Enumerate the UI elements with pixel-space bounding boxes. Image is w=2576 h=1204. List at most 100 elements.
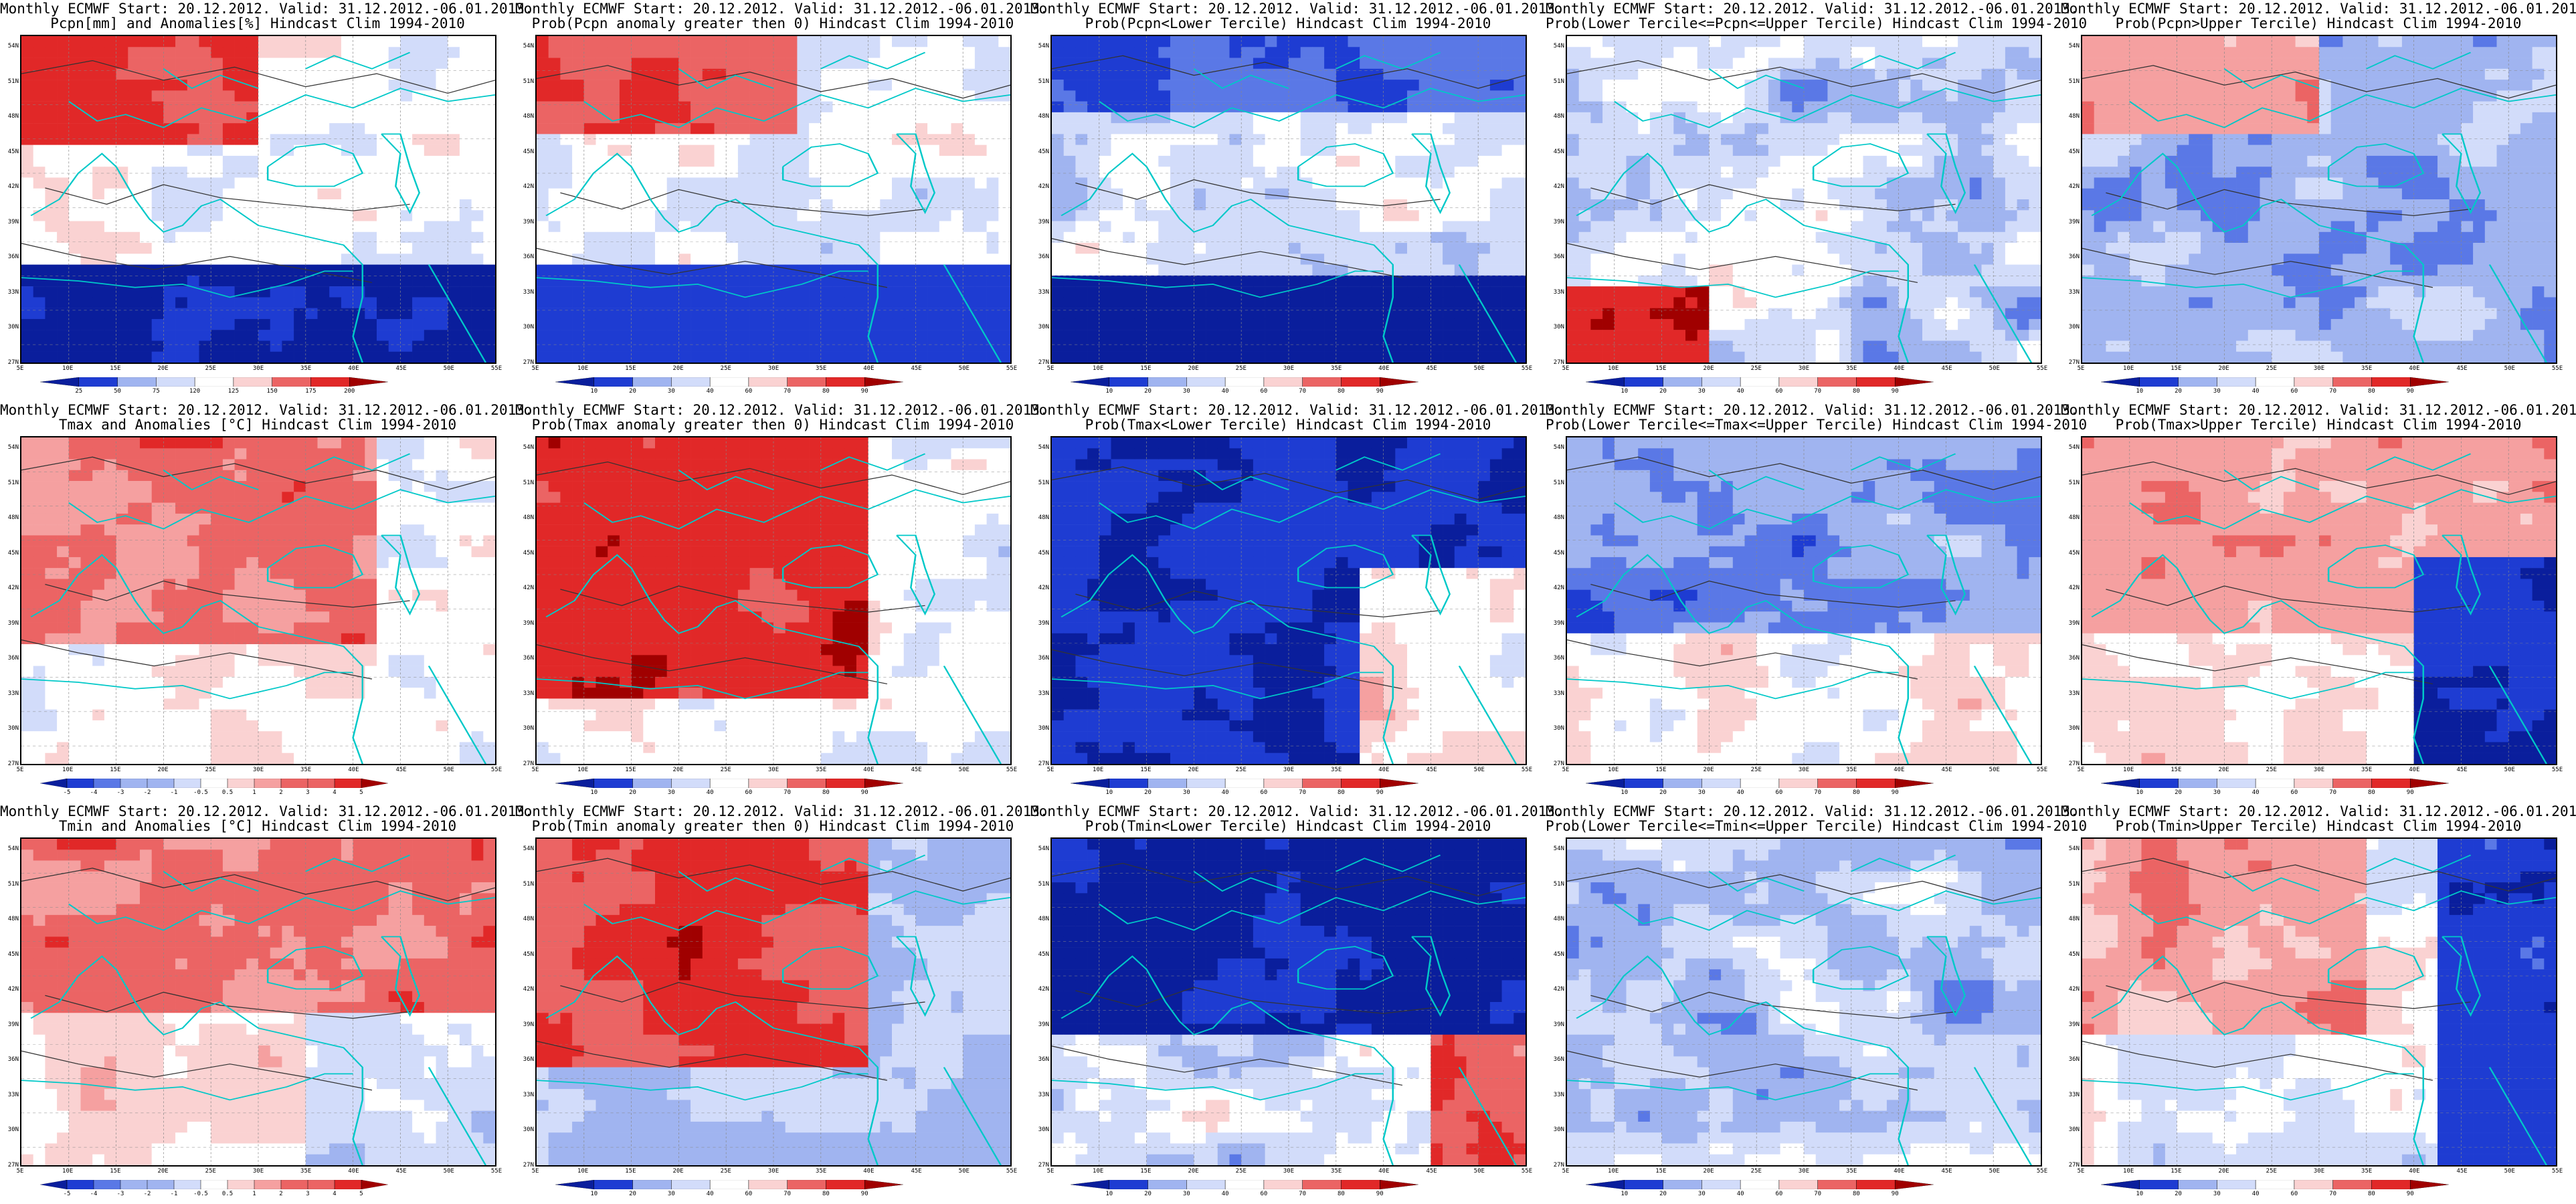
lon-tick-label: 50E bbox=[2504, 767, 2515, 773]
coastline bbox=[68, 489, 495, 530]
lat-tick-label: 45N bbox=[523, 148, 534, 155]
colorbar-swatch bbox=[1624, 1180, 1664, 1189]
lat-tick-label: 36N bbox=[7, 1056, 19, 1063]
colorbar-tick-label: 125 bbox=[227, 388, 239, 395]
lon-tick-label: 45E bbox=[2456, 365, 2468, 372]
colorbar-swatch bbox=[66, 779, 94, 788]
lat-tick-label: 39N bbox=[523, 1021, 534, 1028]
lon-tick-label: 40E bbox=[2409, 365, 2420, 372]
lon-tick-label: 50E bbox=[443, 767, 454, 773]
colorbar-swatch bbox=[2332, 1180, 2372, 1189]
coastline bbox=[1297, 946, 1394, 990]
lon-tick-label: 50E bbox=[1473, 365, 1485, 372]
lon-tick-label: 45E bbox=[1426, 1168, 1437, 1175]
colorbar-swatch bbox=[2371, 377, 2411, 387]
coastline bbox=[583, 88, 1010, 128]
colorbar-tick-label: 75 bbox=[152, 388, 160, 395]
lat-tick-label: 51N bbox=[523, 78, 534, 85]
colorbar-tick-label: 10 bbox=[2136, 1191, 2144, 1197]
colorbar-tick-label: 40 bbox=[706, 789, 714, 796]
contour-line bbox=[1052, 649, 1403, 690]
colorbar-tick-label: 80 bbox=[1338, 388, 1345, 395]
colorbar-swatch bbox=[826, 1180, 865, 1189]
panel-title-line2: Prob(Pcpn anomaly greater then 0) Hindca… bbox=[531, 15, 1014, 31]
map-panel-tmin: Monthly ECMWF Start: 20.12.2012. Valid: … bbox=[0, 803, 533, 1204]
lat-tick-label: 30N bbox=[523, 324, 534, 330]
lon-tick-label: 25E bbox=[2266, 1168, 2277, 1175]
colorbar-tick-label: 30 bbox=[1697, 388, 1706, 395]
coastline bbox=[266, 544, 364, 589]
coastline bbox=[1061, 554, 1394, 764]
colorbar-tick-label: 40 bbox=[2251, 789, 2260, 796]
lat-tick-label: 36N bbox=[2068, 655, 2080, 662]
lon-tick-label: 5E bbox=[1562, 1168, 1570, 1175]
coastline bbox=[1098, 890, 1526, 931]
lat-tick-label: 48N bbox=[523, 113, 534, 120]
colorbar-tick-label: 0.5 bbox=[221, 1191, 234, 1197]
colorbar-tick-label: 1 bbox=[252, 789, 256, 796]
lat-tick-label: 27N bbox=[7, 1161, 19, 1169]
coastline bbox=[2327, 946, 2425, 990]
colorbar-swatch bbox=[1263, 377, 1303, 387]
lon-tick-label: 40E bbox=[1378, 767, 1390, 773]
colorbar-swatch bbox=[78, 377, 118, 387]
contour-line bbox=[1567, 243, 1918, 284]
lon-tick-label: 20E bbox=[1703, 365, 1714, 372]
lon-tick-label: 40E bbox=[863, 1168, 875, 1175]
lat-tick-label: 27N bbox=[1553, 359, 1564, 366]
coastline bbox=[1411, 936, 1451, 1017]
colorbar-swatch bbox=[1701, 779, 1741, 788]
map-panel-precip: Monthly ECMWF Start: 20.12.2012. Valid: … bbox=[0, 0, 533, 401]
colorbar-swatch bbox=[593, 779, 634, 788]
colorbar-swatch bbox=[709, 779, 749, 788]
lat-tick-label: 54N bbox=[2068, 845, 2080, 852]
lat-tick-label: 39N bbox=[1038, 218, 1049, 225]
lon-tick-label: 50E bbox=[958, 767, 970, 773]
lat-tick-label: 39N bbox=[1553, 218, 1564, 225]
panel-title-line2: Prob(Lower Tercile<=Pcpn<=Upper Tercile)… bbox=[1546, 15, 2088, 31]
contour-line bbox=[2082, 644, 2433, 685]
colorbar-swatch bbox=[280, 1180, 308, 1189]
coastline bbox=[2442, 534, 2482, 616]
colorbar bbox=[1586, 779, 1934, 788]
precip_mid-field bbox=[1567, 36, 2041, 363]
coastline bbox=[2442, 936, 2482, 1017]
lon-tick-label: 10E bbox=[2123, 1168, 2134, 1175]
lat-tick-label: 39N bbox=[1553, 1021, 1564, 1028]
lon-tick-label: 5E bbox=[16, 365, 24, 372]
lon-tick-label: 20E bbox=[157, 767, 169, 773]
colorbar-swatch bbox=[334, 779, 362, 788]
lat-tick-label: 51N bbox=[2068, 479, 2080, 486]
colorbar-tick-label: 175 bbox=[305, 388, 316, 395]
coastline bbox=[583, 489, 1010, 530]
colorbar-tick-label: 10 bbox=[2136, 388, 2144, 395]
coastline bbox=[2442, 133, 2482, 215]
lon-tick-label: 45E bbox=[395, 365, 407, 372]
colorbar-tick-label: 20 bbox=[1659, 1191, 1667, 1197]
coastline bbox=[1708, 871, 1805, 892]
lon-tick-label: 15E bbox=[2171, 1168, 2182, 1175]
colorbar bbox=[2101, 779, 2449, 788]
contour-line bbox=[21, 868, 495, 902]
coastline bbox=[1973, 264, 2032, 363]
contour-line bbox=[537, 247, 888, 288]
lat-tick-label: 27N bbox=[7, 760, 19, 767]
lon-tick-label: 10E bbox=[577, 365, 589, 372]
lon-tick-label: 5E bbox=[1046, 1168, 1054, 1175]
lat-tick-label: 33N bbox=[1038, 288, 1049, 296]
lon-tick-label: 35E bbox=[1331, 1168, 1342, 1175]
lat-tick-label: 51N bbox=[1553, 78, 1564, 85]
colorbar-swatch bbox=[2409, 377, 2449, 387]
lon-tick-label: 20E bbox=[1188, 365, 1199, 372]
colorbar-swatch bbox=[2217, 377, 2256, 387]
lon-tick-label: 30E bbox=[1283, 767, 1295, 773]
lat-tick-label: 27N bbox=[1553, 1161, 1564, 1169]
colorbar-swatch bbox=[1586, 779, 1625, 788]
colorbar-tick-label: 20 bbox=[629, 789, 636, 796]
contour-line bbox=[21, 456, 495, 490]
lon-tick-label: 10E bbox=[2123, 767, 2134, 773]
colorbar-swatch bbox=[2178, 1180, 2217, 1189]
colorbar-swatch bbox=[40, 779, 68, 788]
map-panel-tmax_mid: Monthly ECMWF Start: 20.12.2012. Valid: … bbox=[1546, 401, 2087, 803]
colorbar-tick-label: 20 bbox=[1144, 388, 1152, 395]
